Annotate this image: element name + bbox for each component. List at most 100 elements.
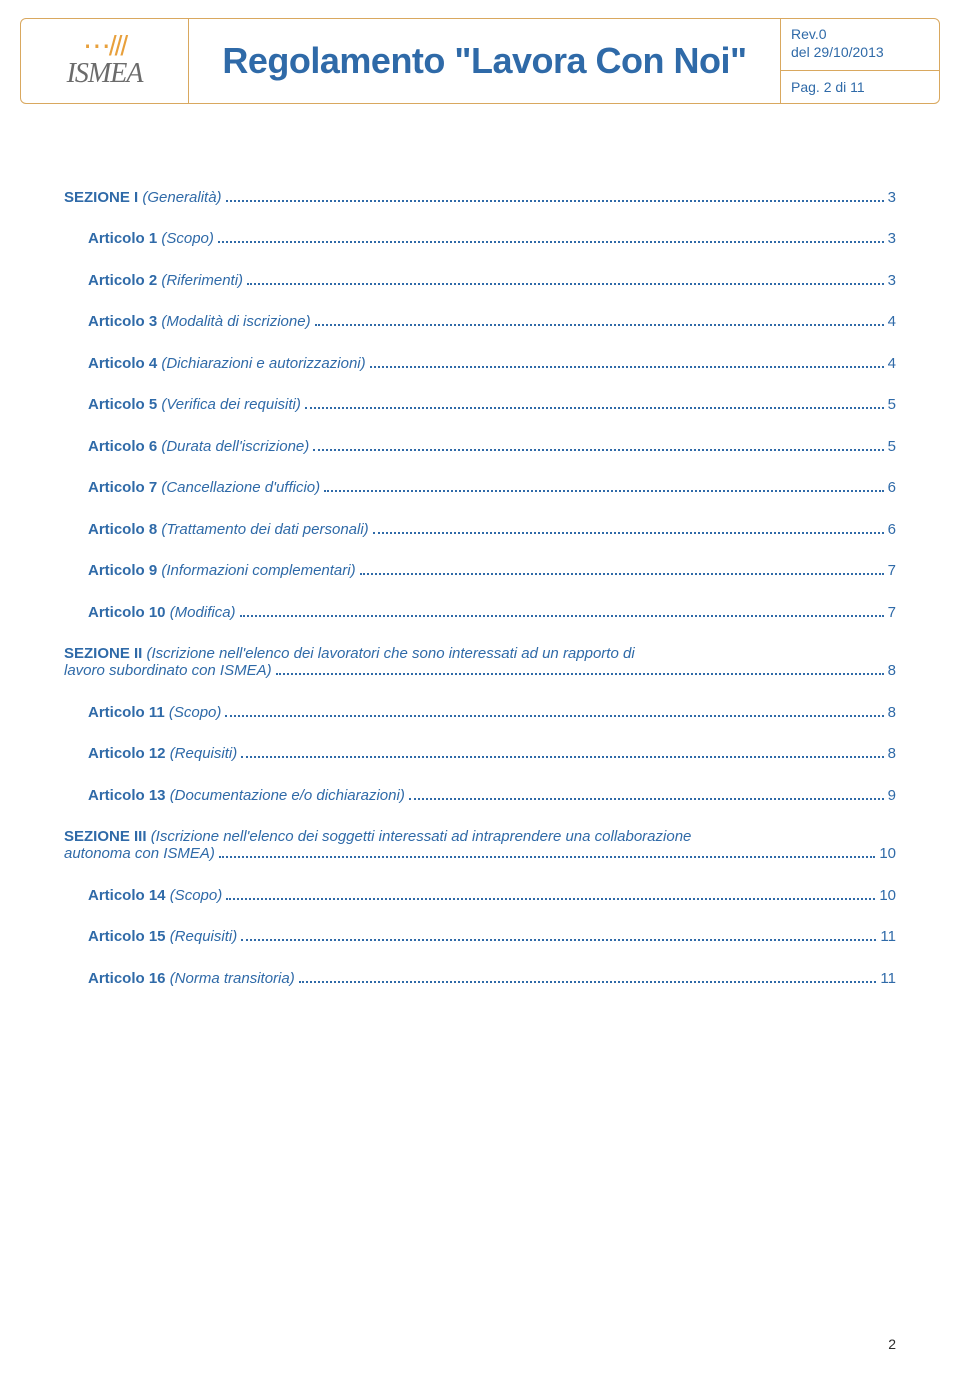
toc-leader-dots <box>240 603 884 617</box>
toc-entry-page: 3 <box>888 272 896 289</box>
toc-leader-dots <box>276 662 884 676</box>
toc-entry-page: 4 <box>888 355 896 372</box>
toc-entry-label-bold: Articolo 1 <box>88 230 161 247</box>
toc-entry-page: 11 <box>880 928 896 945</box>
logo-cell: ⋯/// ISMEA <box>21 19 189 103</box>
toc-leader-dots <box>305 396 884 410</box>
toc-entry-label: Articolo 14 (Scopo) <box>88 887 222 904</box>
toc-entry-label-italic: (Scopo) <box>170 887 223 904</box>
toc-leader-dots <box>313 437 883 451</box>
toc-entry-page: 4 <box>888 313 896 330</box>
toc-entry-page: 8 <box>888 745 896 762</box>
toc-entry-label: Articolo 9 (Informazioni complementari) <box>88 562 356 579</box>
toc-entry-line2: autonoma con ISMEA) 10 <box>64 845 896 863</box>
toc-entry: Articolo 9 (Informazioni complementari) … <box>64 562 896 580</box>
toc-entry-label-bold: Articolo 5 <box>88 396 161 413</box>
toc-entry-label-bold: Articolo 11 <box>88 704 169 721</box>
toc-leader-dots <box>409 786 884 800</box>
toc-entry-page: 8 <box>888 704 896 721</box>
toc-entry-page: 9 <box>888 787 896 804</box>
toc-entry-label-italic: (Dichiarazioni e autorizzazioni) <box>161 355 365 372</box>
page-label: Pag. 2 di 11 <box>781 71 939 103</box>
toc-entry-label-italic: (Verifica dei requisiti) <box>161 396 301 413</box>
toc-leader-dots <box>241 745 883 759</box>
toc-entry-label-bold: SEZIONE I <box>64 189 142 206</box>
toc-leader-dots <box>218 230 884 244</box>
toc-entry-label-italic: (Trattamento dei dati personali) <box>161 521 368 538</box>
toc-leader-dots <box>226 188 884 202</box>
toc-entry: Articolo 11 (Scopo) 8 <box>64 703 896 721</box>
toc-leader-dots <box>373 520 884 534</box>
toc-leader-dots <box>370 354 884 368</box>
toc-entry-label: Articolo 6 (Durata dell'iscrizione) <box>88 438 309 455</box>
toc-entry: Articolo 14 (Scopo) 10 <box>64 886 896 904</box>
toc-entry-page: 6 <box>888 521 896 538</box>
toc-entry: Articolo 16 (Norma transitoria) 11 <box>64 969 896 987</box>
toc-leader-dots <box>315 313 884 327</box>
toc-entry-page: 10 <box>879 845 896 862</box>
toc-entry-label: Articolo 16 (Norma transitoria) <box>88 970 295 987</box>
toc-entry-label-bold: Articolo 15 <box>88 928 170 945</box>
toc-entry-page: 3 <box>888 230 896 247</box>
toc-entry-page: 7 <box>888 562 896 579</box>
toc-entry-page: 3 <box>888 189 896 206</box>
toc-entry-page: 6 <box>888 479 896 496</box>
toc-entry-page: 8 <box>888 662 896 679</box>
toc-entry-page: 5 <box>888 396 896 413</box>
toc-entry-label-bold: Articolo 14 <box>88 887 170 904</box>
revision-date: del 29/10/2013 <box>791 43 929 61</box>
toc-entry: Articolo 1 (Scopo) 3 <box>64 230 896 248</box>
toc-entry: Articolo 6 (Durata dell'iscrizione) 5 <box>64 437 896 455</box>
toc-entry: Articolo 3 (Modalità di iscrizione) 4 <box>64 313 896 331</box>
toc-entry: Articolo 8 (Trattamento dei dati persona… <box>64 520 896 538</box>
toc-entry-label: Articolo 1 (Scopo) <box>88 230 214 247</box>
document-page: ⋯/// ISMEA Regolamento "Lavora Con Noi" … <box>0 0 960 1376</box>
toc-entry-label-italic: (Generalità) <box>142 189 221 206</box>
toc-entry-line2: lavoro subordinato con ISMEA) 8 <box>64 662 896 680</box>
logo-icon: ⋯/// <box>67 32 143 60</box>
toc-entry: Articolo 10 (Modifica) 7 <box>64 603 896 621</box>
toc-leader-dots <box>219 845 875 859</box>
toc-entry-label-italic: (Norma transitoria) <box>170 970 295 987</box>
toc-entry: Articolo 5 (Verifica dei requisiti) 5 <box>64 396 896 414</box>
toc-entry-label-italic: (Modalità di iscrizione) <box>161 313 310 330</box>
toc-leader-dots <box>241 928 876 942</box>
toc-entry-label-italic: (Riferimenti) <box>161 272 243 289</box>
toc-entry-label-bold: Articolo 4 <box>88 355 161 372</box>
toc-entry-label: Articolo 13 (Documentazione e/o dichiara… <box>88 787 405 804</box>
toc-entry-label-italic: (Informazioni complementari) <box>161 562 355 579</box>
toc-leader-dots <box>247 271 884 285</box>
toc-entry: Articolo 7 (Cancellazione d'ufficio) 6 <box>64 479 896 497</box>
toc-entry-label-italic: (Iscrizione nell'elenco dei lavoratori c… <box>147 645 635 662</box>
toc-entry-page: 10 <box>879 887 896 904</box>
toc-entry-label-bold: Articolo 8 <box>88 521 161 538</box>
document-title: Regolamento "Lavora Con Noi" <box>222 40 746 82</box>
toc-entry-page: 11 <box>880 970 896 987</box>
toc-entry-label: Articolo 15 (Requisiti) <box>88 928 237 945</box>
toc-entry-page: 5 <box>888 438 896 455</box>
toc-entry: Articolo 4 (Dichiarazioni e autorizzazio… <box>64 354 896 372</box>
toc-entry-label: Articolo 11 (Scopo) <box>88 704 221 721</box>
toc-entry-label-italic: (Cancellazione d'ufficio) <box>161 479 320 496</box>
toc-entry-label-bold: SEZIONE III <box>64 828 151 845</box>
toc-entry-label-italic-cont: lavoro subordinato con ISMEA) <box>64 662 272 679</box>
revision-box: Rev.0 del 29/10/2013 <box>781 19 939 71</box>
toc-entry-label-bold: Articolo 2 <box>88 272 161 289</box>
toc-leader-dots <box>225 703 883 717</box>
title-cell: Regolamento "Lavora Con Noi" <box>189 19 781 103</box>
toc-entry-line1: SEZIONE III (Iscrizione nell'elenco dei … <box>64 828 896 845</box>
toc-leader-dots <box>226 886 875 900</box>
toc-entry-label: Articolo 8 (Trattamento dei dati persona… <box>88 521 369 538</box>
header-frame: ⋯/// ISMEA Regolamento "Lavora Con Noi" … <box>20 18 940 104</box>
toc-entry-label-italic: (Requisiti) <box>170 928 238 945</box>
toc-entry-line1: SEZIONE II (Iscrizione nell'elenco dei l… <box>64 645 896 662</box>
toc-entry-label-italic: (Scopo) <box>161 230 214 247</box>
toc-entry: Articolo 13 (Documentazione e/o dichiara… <box>64 786 896 804</box>
toc-entry-label-bold: Articolo 7 <box>88 479 161 496</box>
toc-entry-label-italic: (Modifica) <box>170 604 236 621</box>
toc-entry-label-bold: Articolo 16 <box>88 970 170 987</box>
meta-cell: Rev.0 del 29/10/2013 Pag. 2 di 11 <box>781 19 939 103</box>
toc-leader-dots <box>360 562 884 576</box>
toc-entry-label-bold: Articolo 13 <box>88 787 170 804</box>
toc-entry-label-italic: (Durata dell'iscrizione) <box>161 438 309 455</box>
